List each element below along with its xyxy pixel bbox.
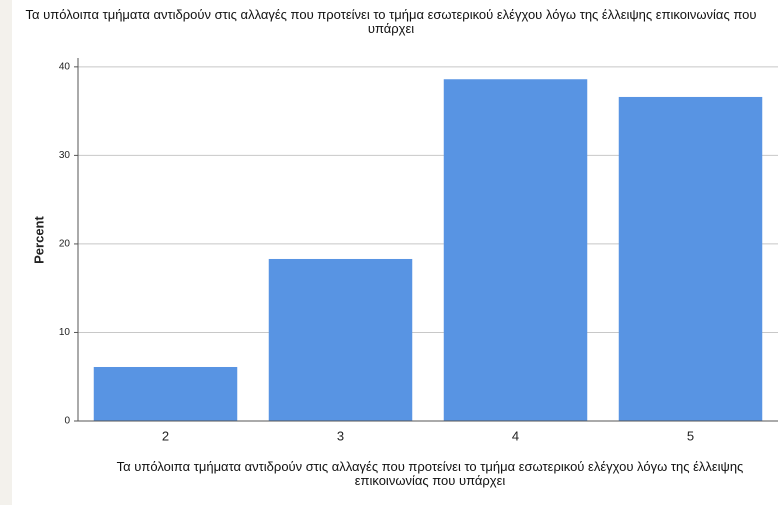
chart-title: Τα υπόλοιπα τμήματα αντιδρούν στις αλλαγ… — [25, 7, 757, 36]
y-tick-label: 10 — [59, 327, 71, 338]
bar — [618, 96, 763, 421]
y-tick-label: 20 — [59, 239, 71, 250]
y-tick-label: 40 — [59, 61, 71, 72]
x-tick-label: 5 — [687, 428, 694, 443]
y-axis-title: Percent — [31, 215, 46, 263]
side-strip — [0, 0, 12, 505]
bar — [93, 366, 238, 421]
x-tick-label: 2 — [162, 428, 169, 443]
x-tick-label: 4 — [512, 428, 519, 443]
y-tick-label: 30 — [59, 150, 71, 161]
bar — [443, 79, 588, 421]
x-tick-label: 3 — [337, 428, 344, 443]
x-axis-title: Τα υπόλοιπα τμήματα αντιδρούν στις αλλαγ… — [116, 459, 744, 488]
y-tick-label: 0 — [64, 416, 70, 427]
bar — [268, 258, 413, 421]
